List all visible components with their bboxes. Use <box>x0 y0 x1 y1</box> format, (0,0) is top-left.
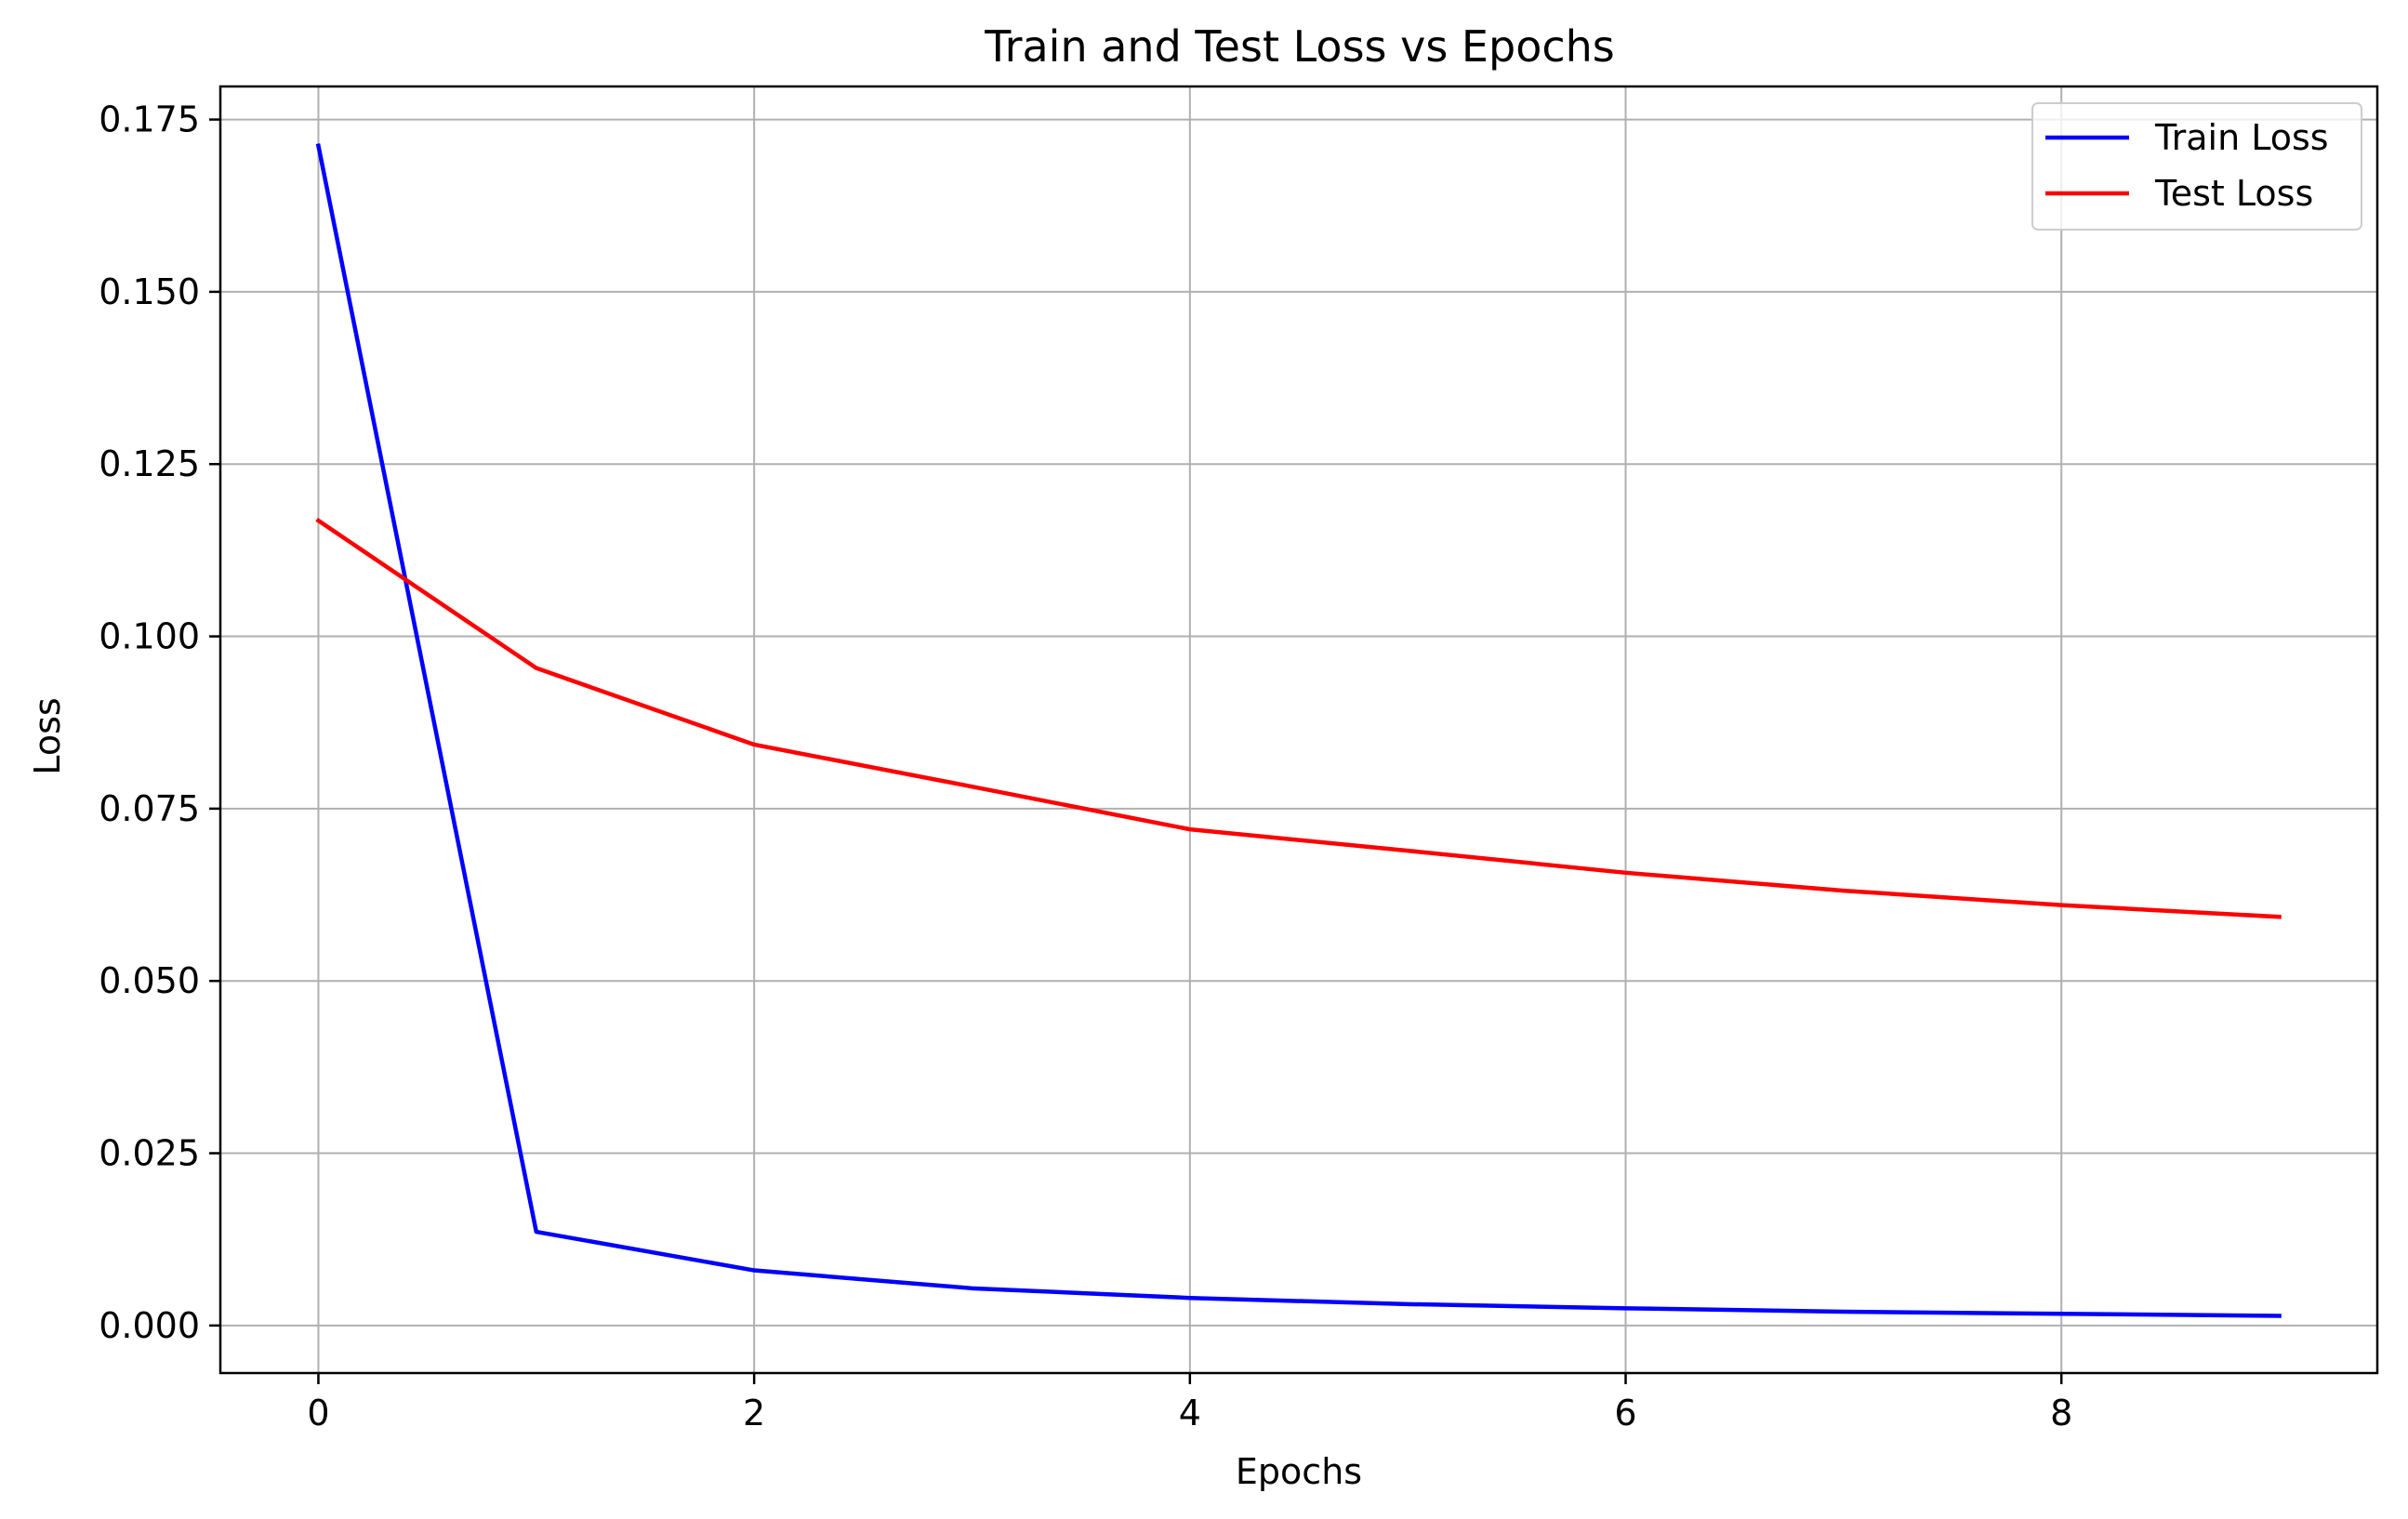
x-axis-label: Epochs <box>1236 1451 1362 1492</box>
x-tick-label: 6 <box>1614 1393 1636 1433</box>
y-tick-label: 0.175 <box>99 99 200 140</box>
legend-label-test-loss: Test Loss <box>2154 173 2313 214</box>
grid <box>220 86 2377 1373</box>
y-axis-ticks: 0.000 0.025 0.050 0.075 0.100 0.125 0.150 0.175 <box>99 99 220 1346</box>
legend-label-train-loss: Train Loss <box>2154 117 2329 158</box>
plot-area-frame <box>218 85 2379 1375</box>
series-line-train-loss <box>315 143 2282 1318</box>
y-tick-label: 0.025 <box>99 1133 200 1174</box>
chart-title: Train and Test Loss vs Epochs <box>984 21 1615 72</box>
legend: Train Loss Test Loss <box>2031 102 2362 231</box>
series-lines <box>315 143 2282 1318</box>
y-tick-label: 0.100 <box>99 616 200 657</box>
x-tick-label: 2 <box>743 1393 765 1433</box>
legend-box <box>2031 102 2362 231</box>
x-axis-ticks: 0 2 4 6 8 <box>307 1373 2072 1433</box>
y-tick-label: 0.150 <box>99 271 200 312</box>
y-tick-label: 0.000 <box>99 1305 200 1346</box>
y-tick-label: 0.075 <box>99 788 200 829</box>
x-tick-label: 8 <box>2050 1393 2072 1433</box>
series-line-test-loss <box>315 517 2282 919</box>
y-tick-label: 0.050 <box>99 960 200 1001</box>
y-tick-label: 0.125 <box>99 443 200 484</box>
x-tick-label: 0 <box>307 1393 329 1433</box>
y-axis-label: Loss <box>27 697 68 774</box>
x-tick-label: 4 <box>1179 1393 1201 1433</box>
